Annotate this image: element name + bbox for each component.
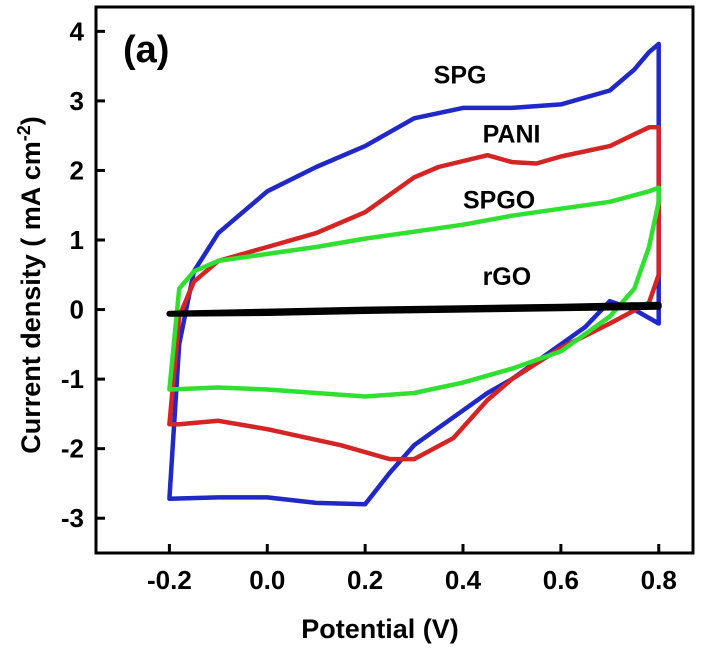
y-tick-label: 1 [70,225,84,255]
ticks-layer: -0.2 0.0 0.2 0.4 0.6 0.8 -3 -2 -1 0 1 2 3 4 [61,16,677,595]
y-tick-label: -3 [61,503,84,533]
y-tick-label: 0 [70,295,84,325]
y-tick-label: 3 [70,86,84,116]
series-line-spgo [167,185,661,399]
series-label-rgo: rGO [483,263,532,291]
panel-label: (a) [123,29,169,71]
series-line-pani [167,125,661,462]
series-line-rgo [166,301,662,317]
series-label-pani: PANI [483,121,541,149]
x-tick-label: 0.4 [445,565,482,595]
series-label-spgo: SPGO [463,187,535,215]
x-tick-label: 0.2 [347,565,383,595]
y-axis-title: Current density ( mA cm-2) [14,116,46,454]
annotation-layer: SPG PANI SPGO rGO [434,62,541,292]
y-axis-title-end: ) [16,116,46,125]
series-line-spg [167,41,661,507]
y-axis-title-main: Current density ( mA cm [16,141,46,454]
x-tick-label: 0.8 [641,565,677,595]
x-tick-label: 0.6 [543,565,579,595]
y-tick-label: 4 [70,16,85,46]
x-tick-label: 0.0 [249,565,285,595]
y-tick-label: 2 [70,155,84,185]
series-label-spg: SPG [434,62,487,90]
y-tick-label: -2 [61,434,84,464]
series-layer [166,41,662,507]
x-axis-title: Potential (V) [301,614,459,644]
y-tick-label: -1 [61,364,84,394]
y-axis-title-sup: -2 [14,125,34,141]
x-tick-label: -0.2 [147,565,192,595]
plot-frame [94,5,695,555]
